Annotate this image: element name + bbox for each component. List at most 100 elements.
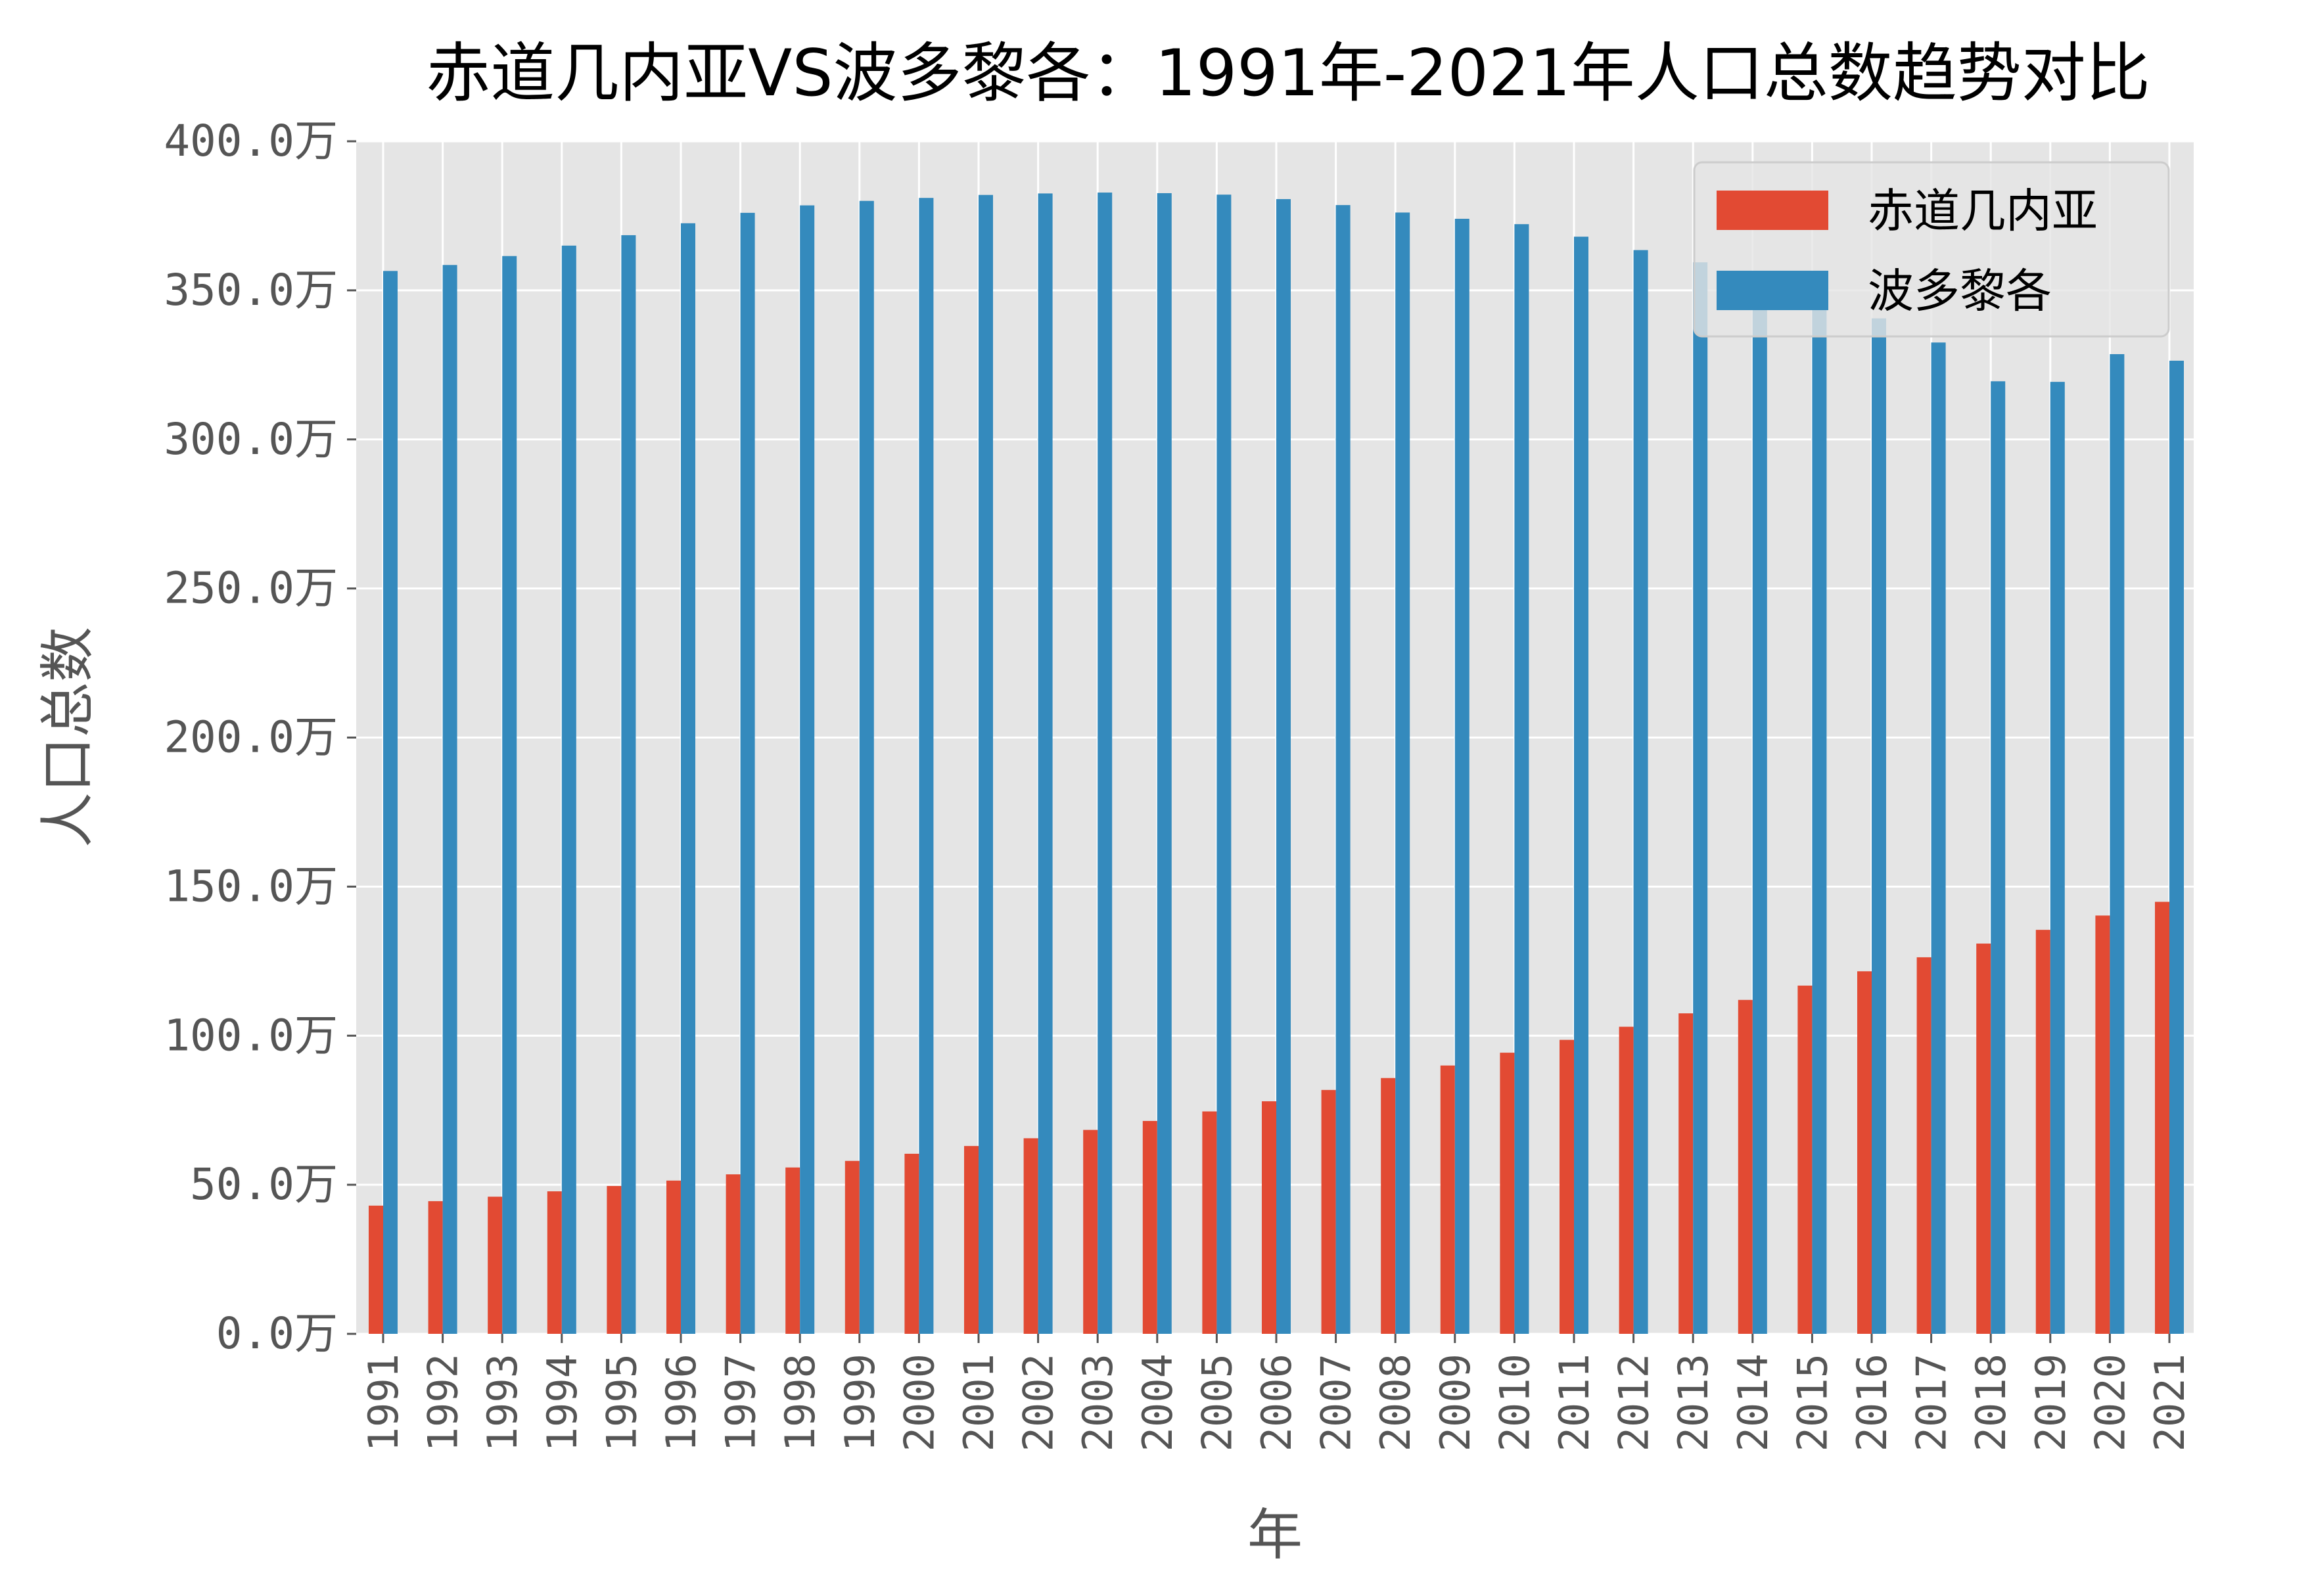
bar-equatorial-guinea (1142, 1121, 1157, 1334)
bar-equatorial-guinea (964, 1146, 979, 1334)
bar-equatorial-guinea (785, 1167, 800, 1334)
bar-puerto-rico (1872, 318, 1886, 1334)
bar-puerto-rico (383, 271, 398, 1334)
x-tick-label: 2017 (1908, 1354, 1956, 1451)
bar-puerto-rico (2050, 382, 2065, 1334)
x-tick-label: 1994 (538, 1354, 586, 1451)
bar-equatorial-guinea (1560, 1039, 1574, 1334)
x-tick-label: 2002 (1015, 1354, 1063, 1451)
bar-puerto-rico (621, 235, 636, 1334)
bar-equatorial-guinea (904, 1153, 919, 1334)
y-tick-label: 400.0万 (164, 116, 338, 166)
x-tick-label: 2018 (1967, 1354, 2015, 1451)
bar-equatorial-guinea (666, 1180, 681, 1334)
bar-equatorial-guinea (1202, 1111, 1217, 1334)
x-tick-label: 2021 (2146, 1354, 2194, 1451)
x-axis: 1991 1992 1993 1994 1995 1996 1997 1998 1999 2000… (359, 1334, 2194, 1451)
bar-equatorial-guinea (1797, 986, 1813, 1334)
bar-puerto-rico (561, 245, 576, 1334)
bar-puerto-rico (1454, 218, 1469, 1334)
x-tick-label: 2000 (895, 1354, 943, 1451)
bar-puerto-rico (681, 223, 695, 1334)
x-tick-label: 2003 (1074, 1354, 1122, 1451)
x-tick-label: 2005 (1193, 1354, 1241, 1451)
x-tick-label: 1996 (657, 1354, 705, 1451)
bar-equatorial-guinea (2095, 915, 2110, 1334)
bar-equatorial-guinea (1738, 999, 1753, 1334)
x-tick-label: 2007 (1312, 1354, 1360, 1451)
x-tick-label: 2012 (1610, 1354, 1658, 1451)
x-tick-label: 1997 (717, 1354, 765, 1451)
bar-puerto-rico (1514, 224, 1529, 1334)
x-tick-label: 1993 (478, 1354, 526, 1451)
bar-puerto-rico (1157, 193, 1172, 1334)
bar-equatorial-guinea (547, 1191, 562, 1334)
bar-puerto-rico (442, 265, 457, 1334)
legend: 赤道几内亚 波多黎各 (1693, 161, 2170, 338)
y-tick-label: 150.0万 (164, 861, 338, 911)
y-tick-label: 350.0万 (164, 265, 338, 315)
x-tick-label: 2011 (1550, 1354, 1598, 1451)
x-tick-label: 2015 (1788, 1354, 1836, 1451)
x-axis-label: 年 (1247, 1503, 1303, 1567)
bar-equatorial-guinea (369, 1205, 383, 1334)
bars (369, 193, 2184, 1334)
bar-equatorial-guinea (607, 1185, 622, 1334)
bar-equatorial-guinea (1500, 1053, 1515, 1334)
y-tick-label: 100.0万 (164, 1010, 338, 1060)
bar-equatorial-guinea (2035, 930, 2050, 1334)
bar-puerto-rico (1693, 262, 1708, 1334)
bar-equatorial-guinea (1440, 1065, 1455, 1334)
x-tick-label: 2020 (2086, 1354, 2134, 1451)
x-tick-label: 1998 (776, 1354, 824, 1451)
bar-puerto-rico (1574, 237, 1588, 1334)
bar-puerto-rico (1931, 342, 1946, 1334)
bar-equatorial-guinea (1678, 1013, 1694, 1334)
x-tick-label: 2009 (1431, 1354, 1479, 1451)
x-tick-label: 2010 (1491, 1354, 1538, 1451)
bar-puerto-rico (919, 198, 934, 1334)
x-tick-label: 2013 (1669, 1354, 1717, 1451)
bar-puerto-rico (1991, 381, 2006, 1334)
x-tick-label: 1992 (419, 1354, 467, 1451)
chart-title: 赤道几内亚VS波多黎各：1991年-2021年人口总数趋势对比 (426, 36, 2150, 111)
x-tick-label: 1999 (836, 1354, 884, 1451)
bar-puerto-rico (2169, 360, 2184, 1334)
bar-puerto-rico (859, 200, 874, 1334)
bar-puerto-rico (1395, 212, 1410, 1334)
x-tick-label: 2016 (1848, 1354, 1896, 1451)
x-tick-label: 2001 (955, 1354, 1003, 1451)
bar-puerto-rico (1752, 279, 1767, 1334)
bar-equatorial-guinea (1857, 971, 1872, 1334)
x-tick-label: 2019 (2027, 1354, 2075, 1451)
y-tick-label: 300.0万 (164, 414, 338, 465)
bar-puerto-rico (1038, 193, 1053, 1334)
bar-equatorial-guinea (1023, 1138, 1038, 1334)
x-tick-label: 2004 (1134, 1354, 1182, 1451)
bar-equatorial-guinea (1916, 957, 1931, 1334)
bar-puerto-rico (800, 205, 815, 1334)
bar-puerto-rico (740, 212, 755, 1334)
bar-puerto-rico (1098, 193, 1113, 1334)
y-axis-label: 人口总数 (35, 627, 100, 848)
legend-swatch-equatorial-guinea (1717, 191, 1828, 230)
bar-puerto-rico (1812, 298, 1827, 1334)
bar-equatorial-guinea (1619, 1026, 1634, 1334)
bar-equatorial-guinea (1083, 1129, 1098, 1334)
bar-puerto-rico (979, 194, 993, 1334)
bar-equatorial-guinea (1381, 1078, 1396, 1334)
bar-puerto-rico (2110, 353, 2125, 1334)
y-tick-label: 250.0万 (164, 563, 338, 614)
legend-swatch-puerto-rico (1717, 271, 1828, 310)
bar-puerto-rico (1335, 205, 1351, 1334)
bar-equatorial-guinea (428, 1201, 443, 1334)
legend-label-puerto-rico: 波多黎各 (1868, 264, 2052, 318)
y-tick-label: 0.0万 (216, 1308, 338, 1359)
bar-equatorial-guinea (488, 1197, 503, 1334)
bar-puerto-rico (502, 256, 517, 1334)
x-tick-label: 1995 (597, 1354, 645, 1451)
bar-puerto-rico (1216, 194, 1232, 1334)
x-tick-label: 2014 (1729, 1354, 1777, 1451)
y-tick-label: 50.0万 (190, 1159, 338, 1210)
